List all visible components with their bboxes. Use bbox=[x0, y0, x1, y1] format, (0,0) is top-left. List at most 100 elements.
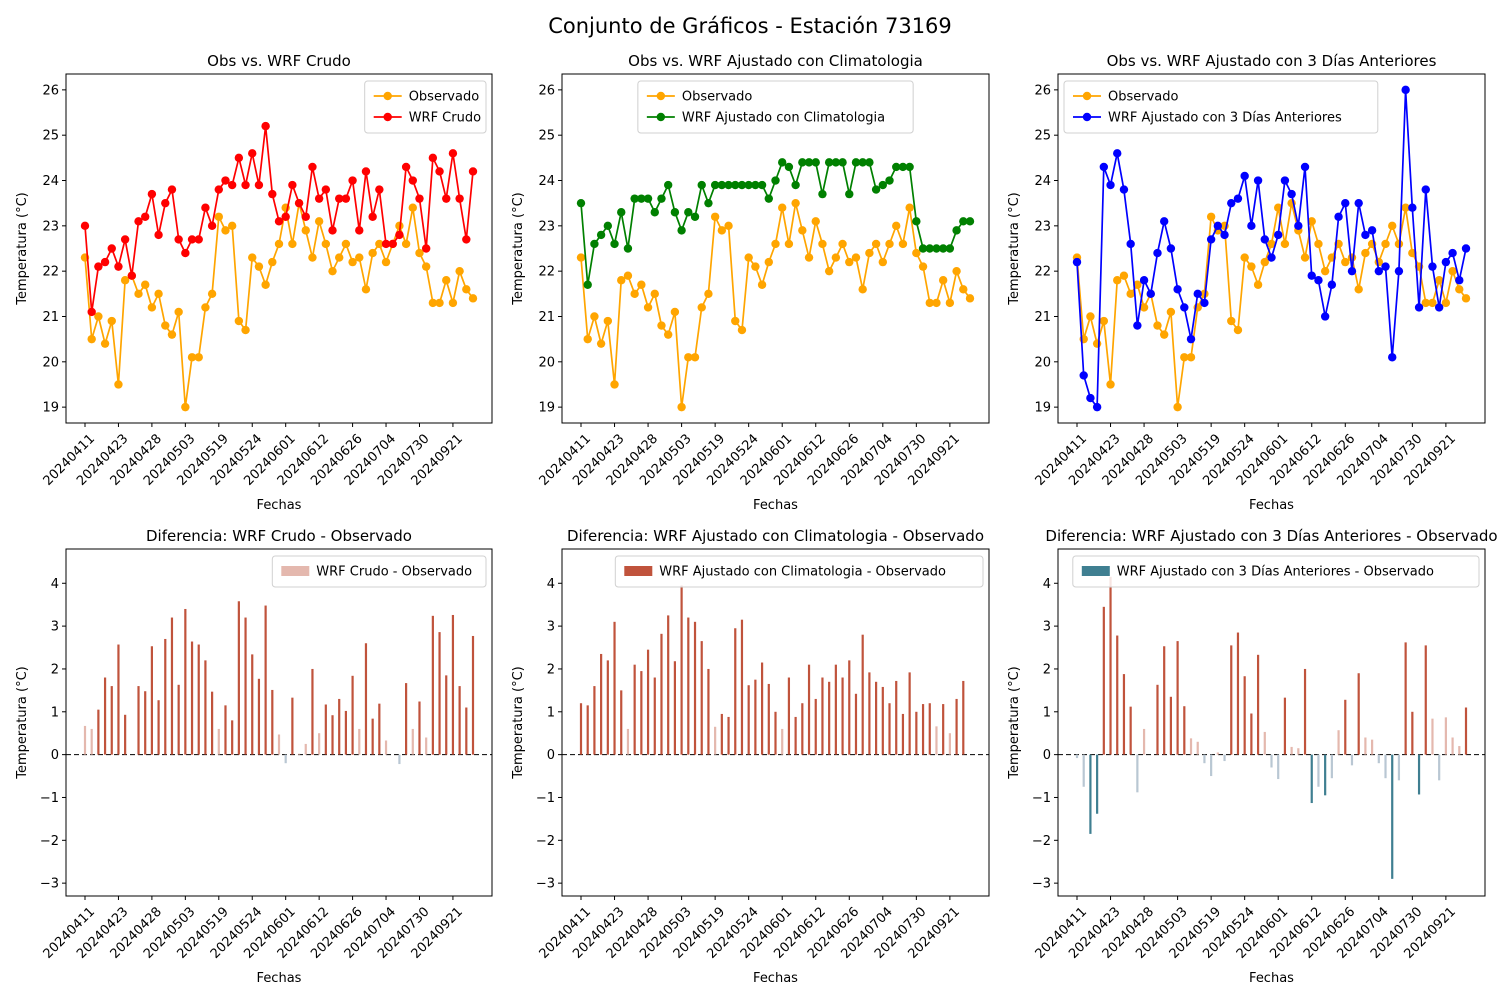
data-point bbox=[348, 176, 357, 185]
data-point bbox=[1361, 230, 1370, 240]
bar bbox=[164, 638, 167, 755]
data-point bbox=[107, 244, 116, 253]
data-point bbox=[462, 285, 471, 294]
bar bbox=[204, 660, 207, 755]
data-point bbox=[771, 176, 780, 185]
bar bbox=[861, 634, 864, 755]
bar bbox=[384, 740, 388, 755]
bar bbox=[197, 644, 200, 755]
data-point bbox=[959, 285, 968, 294]
legend: Observado WRF Ajustado con 3 Días Anterio… bbox=[1063, 80, 1379, 134]
bar bbox=[1417, 754, 1421, 795]
legend-entry: Observado bbox=[646, 90, 752, 105]
data-point bbox=[415, 194, 424, 203]
data-point bbox=[878, 180, 888, 190]
data-point bbox=[1354, 198, 1363, 208]
bar bbox=[834, 664, 837, 755]
data-point bbox=[932, 298, 941, 308]
y-tick-label: 24 bbox=[1034, 174, 1051, 189]
series-wrf bbox=[576, 158, 975, 289]
data-point bbox=[845, 189, 854, 199]
data-point bbox=[154, 289, 163, 299]
data-point bbox=[637, 194, 646, 203]
data-point bbox=[134, 217, 143, 226]
data-point bbox=[1441, 298, 1451, 308]
data-point bbox=[1341, 198, 1350, 208]
data-point bbox=[167, 185, 177, 194]
plot-frame bbox=[561, 548, 990, 897]
data-point bbox=[865, 248, 874, 258]
data-point bbox=[181, 402, 190, 412]
data-point bbox=[1334, 212, 1343, 221]
data-point bbox=[831, 253, 841, 262]
y-tick-label: 20 bbox=[1034, 355, 1051, 370]
bar bbox=[1263, 731, 1266, 755]
bar bbox=[1330, 754, 1333, 779]
y-tick-label: 4 bbox=[51, 577, 59, 592]
data-point bbox=[1307, 271, 1316, 280]
data-point bbox=[348, 257, 357, 267]
data-point bbox=[1361, 248, 1370, 258]
bar bbox=[673, 661, 676, 755]
data-point bbox=[321, 239, 331, 249]
bar bbox=[1371, 739, 1374, 755]
legend-label: WRF Crudo - Observado bbox=[316, 565, 472, 580]
bar bbox=[1223, 754, 1226, 762]
data-point bbox=[1267, 253, 1276, 262]
data-point bbox=[388, 239, 397, 249]
data-point bbox=[442, 276, 451, 285]
data-point bbox=[221, 176, 230, 185]
bar bbox=[781, 728, 784, 755]
data-point bbox=[301, 212, 310, 221]
data-point bbox=[603, 221, 613, 231]
bar bbox=[1458, 746, 1461, 755]
data-point bbox=[643, 303, 653, 312]
legend-marker bbox=[383, 112, 392, 122]
bar bbox=[97, 709, 100, 755]
data-point bbox=[1227, 198, 1236, 208]
bar bbox=[1444, 717, 1447, 755]
data-point bbox=[1126, 239, 1135, 249]
data-point bbox=[268, 257, 277, 267]
data-point bbox=[1455, 285, 1464, 294]
data-point bbox=[1314, 239, 1323, 249]
data-point bbox=[851, 158, 861, 167]
data-point bbox=[94, 262, 103, 271]
bar bbox=[1303, 668, 1307, 755]
data-point bbox=[912, 217, 921, 226]
data-point bbox=[241, 180, 250, 190]
bar bbox=[1391, 754, 1394, 879]
data-point bbox=[898, 162, 908, 172]
bar bbox=[720, 713, 723, 755]
data-point bbox=[375, 239, 384, 249]
series-line bbox=[84, 202, 474, 408]
data-point bbox=[858, 285, 867, 294]
data-point bbox=[1092, 402, 1102, 412]
bar bbox=[124, 714, 127, 755]
legend-entry: WRF Ajustado con 3 Días Anteriores - Obs… bbox=[1081, 565, 1434, 580]
chart-title: Obs vs. WRF Ajustado con Climatologia bbox=[628, 52, 923, 70]
bar bbox=[244, 617, 247, 755]
data-point bbox=[737, 180, 747, 190]
bar bbox=[1377, 754, 1380, 764]
legend-box bbox=[271, 555, 487, 588]
bar bbox=[1310, 754, 1313, 804]
bar bbox=[150, 646, 153, 755]
data-point bbox=[824, 266, 834, 276]
data-point bbox=[141, 212, 150, 221]
data-point bbox=[932, 244, 941, 253]
data-point bbox=[361, 285, 371, 294]
bar bbox=[184, 608, 187, 755]
bar bbox=[613, 621, 616, 755]
bar bbox=[471, 635, 475, 755]
data-point bbox=[965, 294, 975, 303]
legend-box bbox=[1072, 555, 1480, 588]
data-point bbox=[87, 307, 96, 317]
bar bbox=[1196, 741, 1199, 755]
series-observado bbox=[1072, 198, 1471, 412]
bar bbox=[948, 733, 951, 755]
bar bbox=[144, 691, 147, 755]
bar bbox=[1297, 748, 1300, 755]
data-point bbox=[851, 253, 861, 262]
data-point bbox=[710, 180, 720, 190]
